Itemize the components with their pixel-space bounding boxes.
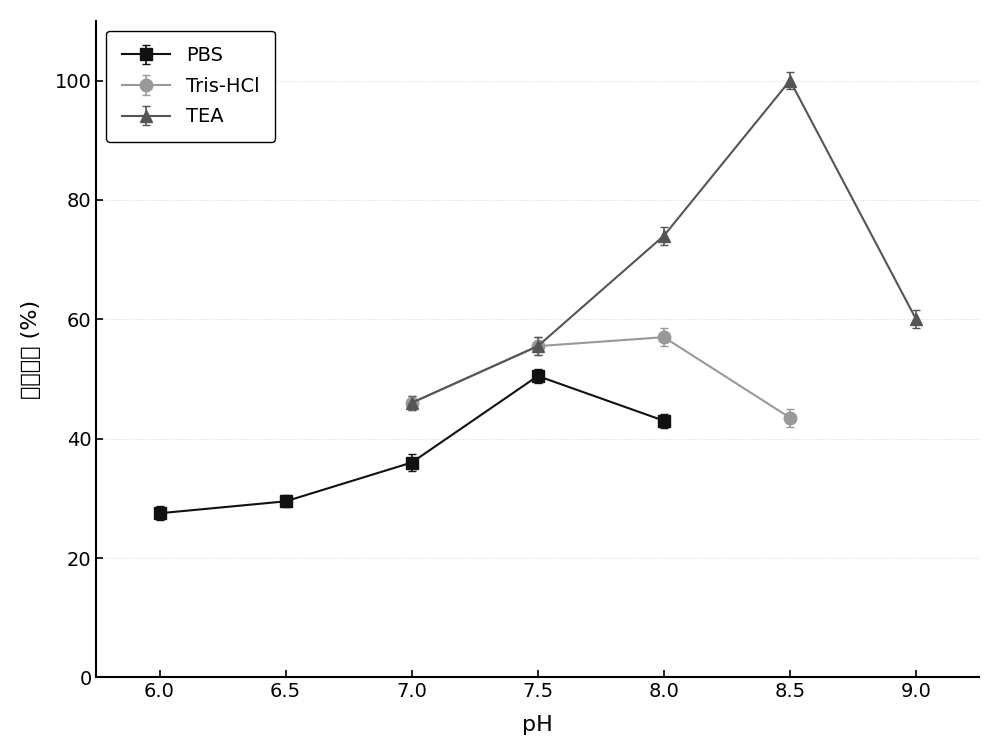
Legend: PBS, Tris-HCl, TEA: PBS, Tris-HCl, TEA <box>106 30 275 142</box>
X-axis label: pH: pH <box>522 715 553 735</box>
Y-axis label: 相对酶活 (%): 相对酶活 (%) <box>21 299 41 398</box>
